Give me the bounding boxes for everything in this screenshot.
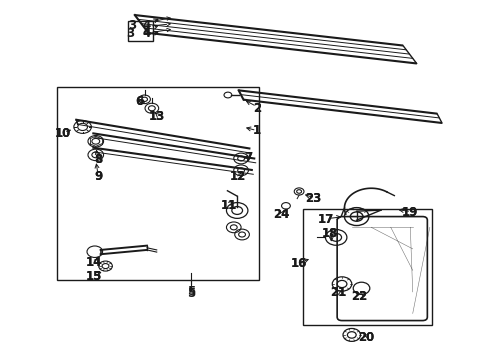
Text: 3: 3 [125,27,134,40]
Text: 16: 16 [290,257,306,270]
Text: 10: 10 [55,127,71,140]
Text: 19: 19 [401,207,418,220]
Text: 1: 1 [252,124,260,137]
Text: 4: 4 [142,27,151,40]
FancyBboxPatch shape [336,217,427,320]
Text: 22: 22 [350,290,366,303]
Text: 18: 18 [321,227,337,240]
Text: 5: 5 [186,287,195,300]
Text: 4: 4 [142,26,151,39]
Text: 4: 4 [142,19,151,32]
Bar [57,87,259,280]
Text: 24: 24 [272,208,289,221]
Text: 23: 23 [304,192,320,205]
Text: 6: 6 [135,95,143,108]
Text: 15: 15 [86,270,102,283]
Text: 7: 7 [244,151,252,164]
Text: 9: 9 [94,170,102,183]
Text: 17: 17 [317,213,333,226]
Text: 9: 9 [94,170,102,183]
Text: 11: 11 [220,199,236,212]
Text: 2: 2 [252,102,260,115]
Text: 1: 1 [252,124,260,137]
Text: 18: 18 [321,227,337,240]
Bar [303,209,431,325]
Text: 3: 3 [128,19,136,32]
Text: 12: 12 [229,170,246,183]
Text: 6: 6 [135,95,143,108]
Text: 22: 22 [350,290,366,303]
Text: 13: 13 [148,110,164,123]
Text: 14: 14 [86,256,102,269]
Text: 14: 14 [86,256,102,269]
Text: 21: 21 [329,287,346,300]
Bar [128,22,153,41]
Text: 24: 24 [272,208,289,221]
Text: 17: 17 [317,213,333,226]
Text: 11: 11 [220,199,236,212]
Text: 2: 2 [252,102,260,115]
Text: 8: 8 [94,153,102,166]
Text: 7: 7 [244,151,252,164]
Text: 8: 8 [94,153,102,166]
Text: 10: 10 [55,127,71,140]
Text: 12: 12 [229,170,246,183]
Text: 20: 20 [358,330,374,343]
Text: 19: 19 [401,207,418,220]
Text: 23: 23 [304,192,320,205]
Text: 20: 20 [358,330,374,343]
Text: 13: 13 [148,110,164,123]
Text: 5: 5 [186,285,195,298]
Text: 21: 21 [329,287,346,300]
Text: 16: 16 [290,257,306,270]
Text: 15: 15 [86,270,102,283]
